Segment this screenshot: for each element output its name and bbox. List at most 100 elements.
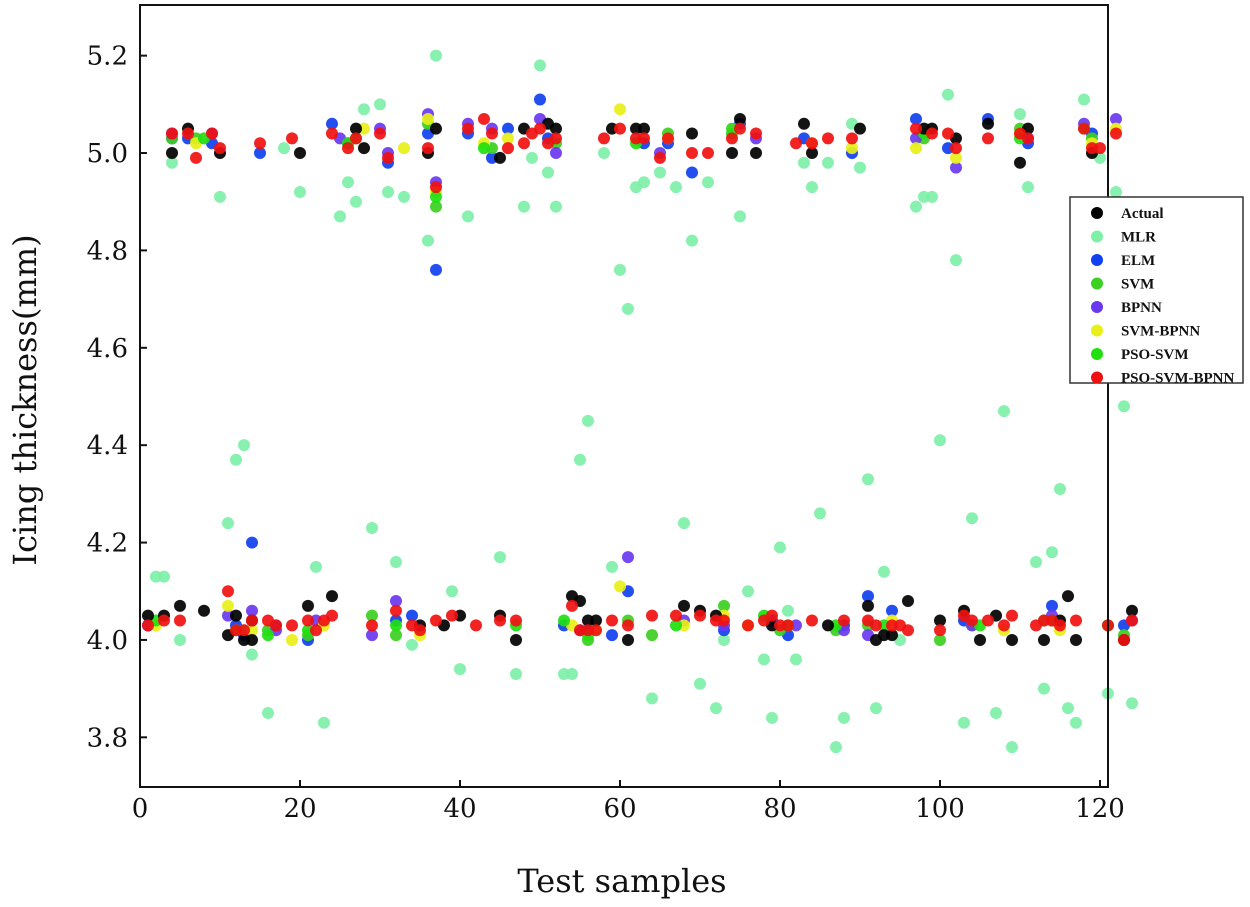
point-pso-svm-bpnn	[590, 624, 602, 637]
point-actual	[430, 122, 442, 135]
point-pso-svm-bpnn	[614, 122, 626, 135]
point-pso-svm	[262, 629, 274, 642]
point-pso-svm-bpnn	[238, 624, 250, 637]
point-mlr	[542, 166, 554, 179]
point-mlr	[174, 633, 186, 646]
point-mlr	[782, 604, 794, 617]
point-mlr	[510, 668, 522, 681]
point-pso-svm-bpnn	[366, 619, 378, 632]
point-pso-svm-bpnn	[430, 614, 442, 627]
point-pso-svm-bpnn	[654, 151, 666, 164]
point-actual	[1070, 633, 1082, 646]
legend-marker	[1091, 207, 1103, 219]
point-elm	[254, 147, 266, 160]
point-actual	[750, 147, 762, 160]
point-actual	[934, 614, 946, 627]
point-mlr	[374, 98, 386, 111]
point-actual	[734, 112, 746, 125]
point-pso-svm-bpnn	[350, 132, 362, 145]
point-pso-svm-bpnn	[494, 614, 506, 627]
point-bpnn	[246, 604, 258, 617]
point-mlr	[958, 716, 970, 729]
point-mlr	[734, 210, 746, 223]
point-pso-svm-bpnn	[1118, 633, 1130, 646]
point-mlr	[678, 517, 690, 530]
point-mlr	[686, 234, 698, 247]
point-elm	[246, 536, 258, 549]
point-actual	[974, 633, 986, 646]
point-pso-svm-bpnn	[1078, 122, 1090, 135]
point-mlr	[318, 716, 330, 729]
point-mlr	[790, 653, 802, 666]
point-elm	[502, 122, 514, 135]
point-actual	[198, 604, 210, 617]
point-mlr	[1014, 108, 1026, 121]
point-pso-svm-bpnn	[646, 609, 658, 622]
point-actual	[982, 117, 994, 130]
point-pso-svm	[478, 142, 490, 155]
legend-label: PSO-SVM-BPNN	[1121, 371, 1234, 387]
point-pso-svm-bpnn	[982, 614, 994, 627]
point-mlr	[334, 210, 346, 223]
point-mlr	[366, 521, 378, 534]
y-tick-label: 5.0	[87, 139, 128, 169]
point-mlr	[1070, 716, 1082, 729]
point-pso-svm-bpnn	[838, 614, 850, 627]
point-pso-svm-bpnn	[718, 614, 730, 627]
point-pso-svm-bpnn	[478, 112, 490, 125]
point-mlr	[582, 414, 594, 427]
point-pso-svm-bpnn	[1126, 614, 1138, 627]
point-mlr	[566, 668, 578, 681]
point-pso-svm-bpnn	[846, 132, 858, 145]
legend: Actual MLR ELM SVM BPNN SVM-BPNN PSO-SVM PSO-SV…	[1069, 196, 1244, 387]
point-pso-svm-bpnn	[182, 127, 194, 140]
point-pso-svm	[670, 619, 682, 632]
point-pso-svm-bpnn	[982, 132, 994, 145]
point-pso-svm-bpnn	[1094, 142, 1106, 155]
point-mlr	[1006, 741, 1018, 754]
plot-frame	[139, 4, 1109, 788]
point-mlr	[382, 185, 394, 198]
point-actual	[302, 599, 314, 612]
point-pso-svm-bpnn	[686, 147, 698, 160]
point-mlr	[1022, 181, 1034, 194]
point-svm-bpnn	[614, 580, 626, 593]
x-tick-label: 60	[603, 794, 636, 824]
x-tick-label: 40	[443, 794, 476, 824]
point-mlr	[950, 254, 962, 267]
point-pso-svm-bpnn	[966, 614, 978, 627]
legend-label: SVM	[1121, 277, 1154, 293]
point-pso-svm-bpnn	[926, 127, 938, 140]
point-pso-svm-bpnn	[662, 132, 674, 145]
point-mlr	[446, 585, 458, 598]
point-pso-svm-bpnn	[942, 127, 954, 140]
point-pso-svm-bpnn	[486, 127, 498, 140]
point-actual	[166, 147, 178, 160]
point-mlr	[806, 181, 818, 194]
point-mlr	[358, 103, 370, 116]
point-mlr	[550, 200, 562, 213]
point-mlr	[350, 195, 362, 208]
x-tick-label: 0	[132, 794, 149, 824]
point-pso-svm-bpnn	[1054, 619, 1066, 632]
point-actual	[350, 122, 362, 135]
point-pso-svm-bpnn	[470, 619, 482, 632]
point-pso-svm-bpnn	[310, 624, 322, 637]
point-actual	[358, 142, 370, 155]
point-mlr	[614, 263, 626, 276]
point-elm	[406, 609, 418, 622]
point-mlr	[1030, 556, 1042, 569]
point-pso-svm-bpnn	[462, 122, 474, 135]
point-mlr	[966, 512, 978, 525]
point-elm	[1046, 599, 1058, 612]
point-pso-svm-bpnn	[622, 619, 634, 632]
legend-label: PSO-SVM	[1121, 347, 1189, 363]
point-actual	[726, 147, 738, 160]
data-points	[142, 49, 1138, 754]
point-actual	[886, 629, 898, 642]
point-mlr	[222, 517, 234, 530]
point-mlr	[990, 706, 1002, 719]
y-tick-label: 4.6	[87, 334, 128, 364]
point-mlr	[1118, 400, 1130, 413]
point-svm-bpnn	[846, 142, 858, 155]
